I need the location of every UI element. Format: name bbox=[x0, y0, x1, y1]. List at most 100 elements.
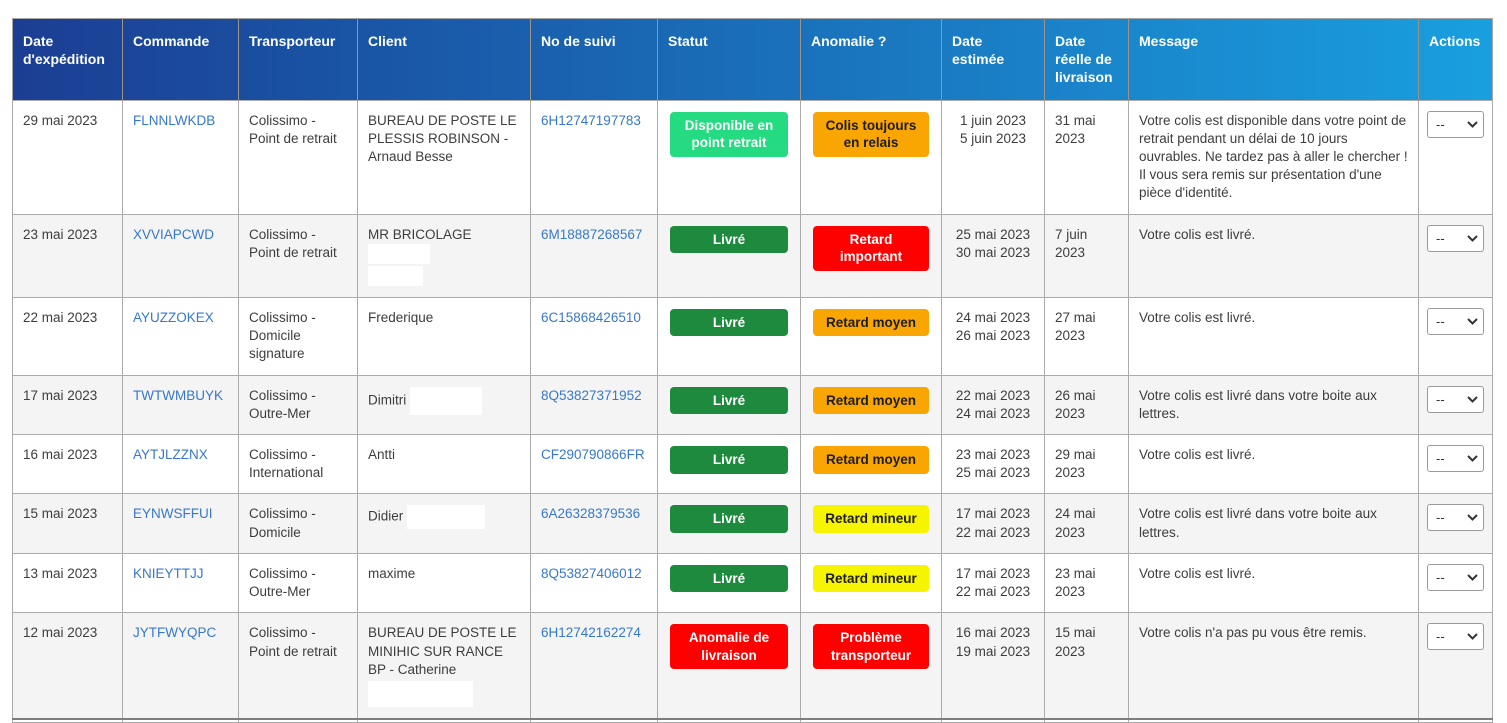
cell-actions: -- bbox=[1418, 374, 1493, 435]
tracking-link[interactable]: CF290790866FR bbox=[541, 446, 645, 462]
estimated-date-2: 24 mai 2023 bbox=[955, 405, 1031, 421]
cell-actions: -- bbox=[1418, 493, 1493, 554]
cell-no-suivi: CF290790866FR bbox=[530, 433, 658, 495]
action-select[interactable]: -- bbox=[1427, 563, 1484, 591]
cell-date-estimee: 1 juin 2023 5 juin 2023 bbox=[941, 99, 1045, 215]
cell-client: MR BRICOLAGE bbox=[357, 213, 531, 298]
cell-date-estimee: 16 mai 2023 19 mai 2023 bbox=[941, 612, 1045, 720]
column-header-message: Message bbox=[1128, 18, 1419, 101]
cell-date-reelle: 15 mai 2023 bbox=[1044, 612, 1129, 720]
column-header-transporteur: Transporteur bbox=[238, 18, 358, 101]
order-link[interactable]: AYUZZOKEX bbox=[133, 309, 214, 325]
partial-next-row bbox=[12, 718, 1493, 723]
table-row: 15 mai 2023 EYNWSFFUI Colissimo - Domici… bbox=[12, 493, 1493, 554]
cell-actions: -- bbox=[1418, 296, 1493, 376]
redacted-text bbox=[407, 505, 486, 530]
tracking-link[interactable]: 6M18887268567 bbox=[541, 226, 643, 242]
order-link[interactable]: AYTJLZZNX bbox=[133, 446, 208, 462]
table-row: 29 mai 2023 FLNNLWKDB Colissimo - Point … bbox=[12, 99, 1493, 215]
estimated-date-2: 25 mai 2023 bbox=[955, 465, 1031, 481]
cell-no-suivi: 6H12747197783 bbox=[530, 99, 658, 215]
cell-client: maxime bbox=[357, 552, 531, 614]
column-header-date-estimee: Date estimée bbox=[941, 18, 1045, 101]
cell-anomalie: Colis toujours en relais bbox=[800, 99, 942, 215]
cell-date-estimee: 17 mai 2023 22 mai 2023 bbox=[941, 493, 1045, 554]
cell-message: Votre colis est livré. bbox=[1128, 296, 1419, 376]
column-header-statut: Statut bbox=[657, 18, 801, 101]
cell-commande: KNIEYTTJJ bbox=[122, 552, 239, 614]
action-select[interactable]: -- bbox=[1427, 623, 1484, 651]
order-link[interactable]: JYTFWYQPC bbox=[133, 625, 217, 641]
estimated-date-1: 1 juin 2023 bbox=[959, 112, 1027, 128]
cell-date-estimee: 23 mai 2023 25 mai 2023 bbox=[941, 433, 1045, 495]
action-select[interactable]: -- bbox=[1427, 110, 1484, 138]
cell-no-suivi: 8Q53827406012 bbox=[530, 552, 658, 614]
order-link[interactable]: TWTWMBUYK bbox=[133, 387, 223, 403]
cell-statut: Livré bbox=[657, 296, 801, 376]
action-select[interactable]: -- bbox=[1427, 504, 1484, 532]
action-select[interactable]: -- bbox=[1427, 444, 1484, 472]
tracking-link[interactable]: 8Q53827371952 bbox=[541, 387, 642, 403]
table-row: 12 mai 2023 JYTFWYQPC Colissimo - Point … bbox=[12, 612, 1493, 720]
header-row: Date d'expédition Commande Transporteur … bbox=[12, 18, 1493, 101]
cell-transporteur: Colissimo - Point de retrait bbox=[238, 213, 358, 298]
cell-no-suivi: 6C15868426510 bbox=[530, 296, 658, 376]
status-badge: Disponible en point retrait bbox=[670, 111, 788, 157]
cell-anomalie: Retard mineur bbox=[800, 493, 942, 554]
action-select[interactable]: -- bbox=[1427, 307, 1484, 335]
cell-transporteur: Colissimo - Domicile bbox=[238, 493, 358, 554]
cell-transporteur: Colissimo - Outre-Mer bbox=[238, 374, 358, 435]
cell-message: Votre colis est livré dans votre boite a… bbox=[1128, 374, 1419, 435]
status-badge: Livré bbox=[670, 225, 788, 254]
order-link[interactable]: KNIEYTTJJ bbox=[133, 565, 204, 581]
action-select-wrapper: -- bbox=[1427, 307, 1484, 335]
cell-transporteur: Colissimo - Domicile signature bbox=[238, 296, 358, 376]
cell-statut: Livré bbox=[657, 552, 801, 614]
tracking-link[interactable]: 6H12742162274 bbox=[541, 625, 641, 641]
cell-actions: -- bbox=[1418, 552, 1493, 614]
cell-no-suivi: 6H12742162274 bbox=[530, 612, 658, 720]
estimated-date-2: 30 mai 2023 bbox=[955, 244, 1031, 260]
status-badge: Anomalie de livraison bbox=[670, 624, 788, 670]
cell-date-estimee: 22 mai 2023 24 mai 2023 bbox=[941, 374, 1045, 435]
cell-actions: -- bbox=[1418, 99, 1493, 215]
order-link[interactable]: EYNWSFFUI bbox=[133, 506, 213, 522]
tracking-link[interactable]: 6H12747197783 bbox=[541, 112, 641, 128]
anomaly-badge: Retard moyen bbox=[813, 386, 929, 415]
estimated-date-1: 24 mai 2023 bbox=[955, 309, 1031, 325]
shipments-table-container: Date d'expédition Commande Transporteur … bbox=[12, 18, 1493, 723]
client-name: MR BRICOLAGE bbox=[368, 226, 472, 242]
cell-date-reelle: 24 mai 2023 bbox=[1044, 493, 1129, 554]
cell-statut: Disponible en point retrait bbox=[657, 99, 801, 215]
tracking-link[interactable]: 8Q53827406012 bbox=[541, 565, 642, 581]
cell-date-estimee: 24 mai 2023 26 mai 2023 bbox=[941, 296, 1045, 376]
cell-transporteur: Colissimo - International bbox=[238, 433, 358, 495]
cell-transporteur: Colissimo - Point de retrait bbox=[238, 99, 358, 215]
estimated-date-2: 5 juin 2023 bbox=[959, 130, 1027, 146]
tracking-link[interactable]: 6C15868426510 bbox=[541, 309, 641, 325]
anomaly-badge: Retard moyen bbox=[813, 445, 929, 474]
table-row: 17 mai 2023 TWTWMBUYK Colissimo - Outre-… bbox=[12, 374, 1493, 435]
action-select[interactable]: -- bbox=[1427, 385, 1484, 413]
column-header-date-reelle: Date réelle de livraison bbox=[1044, 18, 1129, 101]
redacted-text bbox=[368, 265, 423, 286]
status-badge: Livré bbox=[670, 308, 788, 337]
anomaly-badge: Problème transporteur bbox=[813, 624, 929, 670]
table-row: 23 mai 2023 XVVIAPCWD Colissimo - Point … bbox=[12, 213, 1493, 298]
cell-commande: EYNWSFFUI bbox=[122, 493, 239, 554]
order-link[interactable]: XVVIAPCWD bbox=[133, 226, 215, 242]
cell-date-reelle: 27 mai 2023 bbox=[1044, 296, 1129, 376]
column-header-anomalie: Anomalie ? bbox=[800, 18, 942, 101]
action-select[interactable]: -- bbox=[1427, 224, 1484, 252]
client-name: BUREAU DE POSTE LE MINIHIC SUR RANCE BP … bbox=[368, 625, 517, 677]
cell-commande: AYTJLZZNX bbox=[122, 433, 239, 495]
order-link[interactable]: FLNNLWKDB bbox=[133, 112, 216, 128]
column-header-no-suivi: No de suivi bbox=[530, 18, 658, 101]
cell-date-reelle: 29 mai 2023 bbox=[1044, 433, 1129, 495]
tracking-link[interactable]: 6A26328379536 bbox=[541, 506, 641, 522]
cell-message: Votre colis est livré. bbox=[1128, 213, 1419, 298]
cell-client: BUREAU DE POSTE LE PLESSIS ROBINSON - Ar… bbox=[357, 99, 531, 215]
cell-transporteur: Colissimo - Point de retrait bbox=[238, 612, 358, 720]
cell-date-expedition: 13 mai 2023 bbox=[12, 552, 123, 614]
cell-anomalie: Retard mineur bbox=[800, 552, 942, 614]
